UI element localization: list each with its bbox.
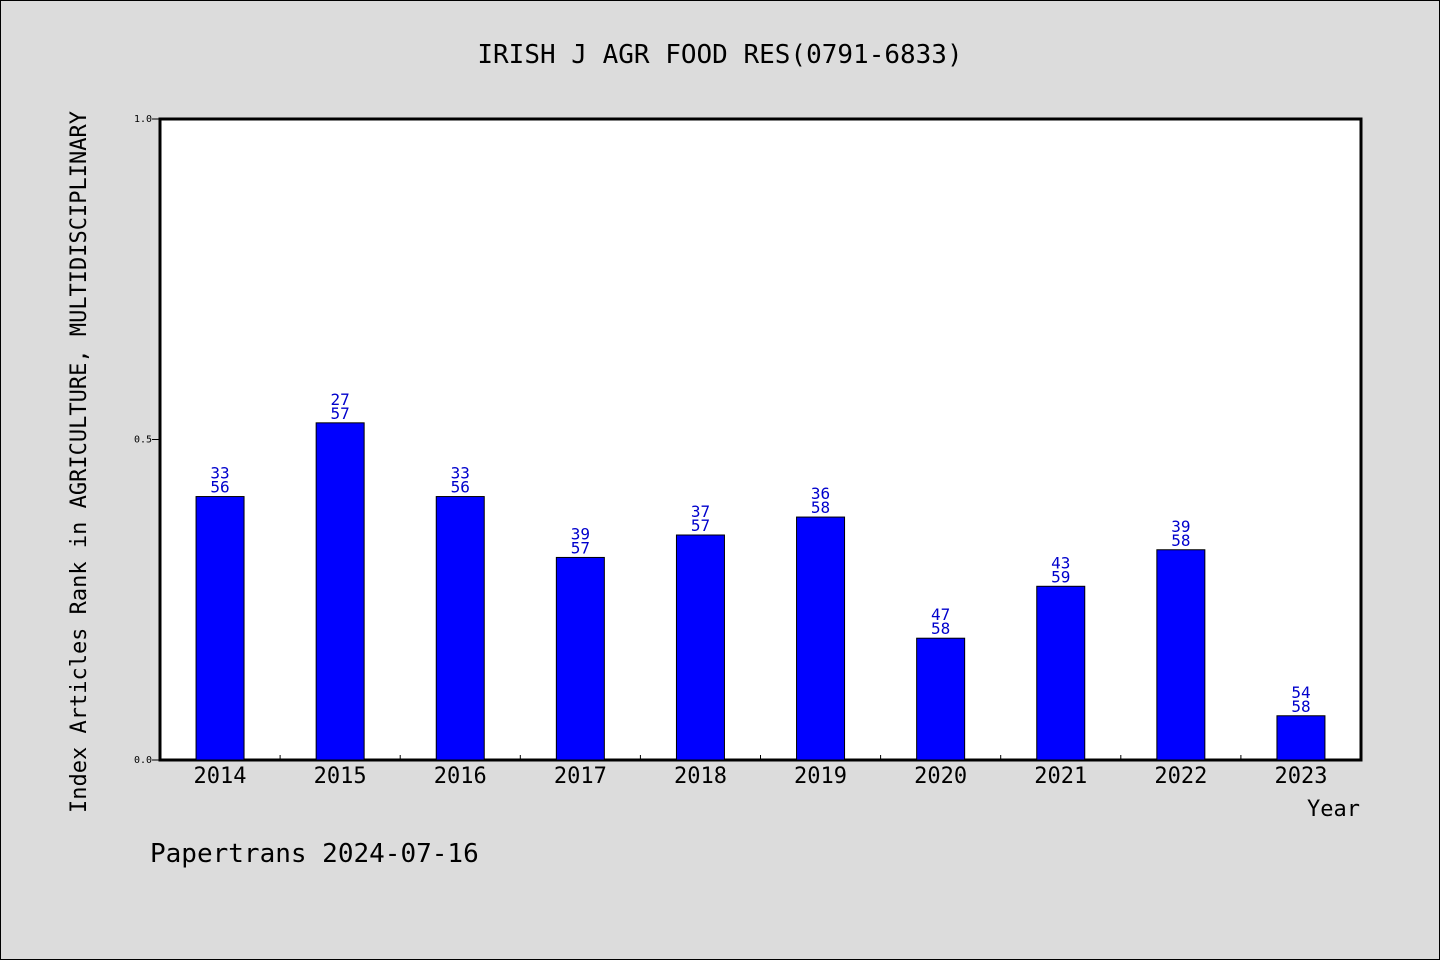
bar <box>796 516 846 761</box>
bar-label-total: 57 <box>571 538 590 557</box>
x-tick-label: 2020 <box>914 764 967 789</box>
x-tick-label: 2015 <box>314 764 367 789</box>
bars <box>195 422 1326 761</box>
bar-label-rank: 39 <box>571 524 590 543</box>
x-axis-label: Year <box>1307 797 1360 822</box>
bar-label-rank: 54 <box>1291 683 1310 702</box>
bar-label-total: 57 <box>331 404 350 423</box>
bar-label-total: 58 <box>931 619 950 638</box>
bar <box>555 556 605 761</box>
bar-label-total: 57 <box>691 516 710 535</box>
x-tick-label: 2022 <box>1154 764 1207 789</box>
bar-label-total: 59 <box>1051 567 1070 586</box>
bar-label-total: 58 <box>1171 531 1190 550</box>
bar-label-rank: 47 <box>931 605 950 624</box>
bar-label-total: 56 <box>451 478 470 497</box>
footer-credit: Papertrans 2024-07-16 <box>150 839 479 869</box>
bar-label-rank: 39 <box>1171 517 1190 536</box>
y-tick-label: 0.5 <box>134 435 152 446</box>
x-tick-label: 2014 <box>194 764 247 789</box>
bar <box>195 496 245 761</box>
bar <box>1036 585 1086 761</box>
x-tick-label: 2023 <box>1274 764 1327 789</box>
bar-label-rank: 33 <box>451 464 470 483</box>
bar-label-total: 58 <box>811 498 830 517</box>
bar-label-rank: 36 <box>811 484 830 503</box>
bar <box>675 534 725 761</box>
bar <box>435 496 485 761</box>
bar-label-rank: 43 <box>1051 553 1070 572</box>
bar-label-rank: 27 <box>331 390 350 409</box>
bar-label-total: 58 <box>1291 697 1310 716</box>
bar <box>916 637 966 761</box>
bar-label-rank: 33 <box>210 464 229 483</box>
y-axis: 0.0 0.5 1.0 <box>134 114 160 766</box>
y-tick-label: 0.0 <box>134 755 152 766</box>
x-tick-label: 2017 <box>554 764 607 789</box>
x-tick-label: 2018 <box>674 764 727 789</box>
bar-label-total: 56 <box>210 478 229 497</box>
chart-title: IRISH J AGR FOOD RES(0791-6833) <box>477 40 962 70</box>
bar-label-rank: 37 <box>691 502 710 521</box>
x-tick-label: 2016 <box>434 764 487 789</box>
x-tick-label: 2021 <box>1034 764 1087 789</box>
bar <box>1276 715 1326 761</box>
x-axis: 2014 2015 2016 2017 2018 2019 2020 2021 2022 2023 <box>194 755 1327 789</box>
bar <box>315 422 365 761</box>
bar <box>1156 549 1206 761</box>
y-axis-label: Index Articles Rank in AGRICULTURE, MULT… <box>67 111 92 813</box>
y-tick-label: 1.0 <box>134 114 152 125</box>
x-tick-label: 2019 <box>794 764 847 789</box>
